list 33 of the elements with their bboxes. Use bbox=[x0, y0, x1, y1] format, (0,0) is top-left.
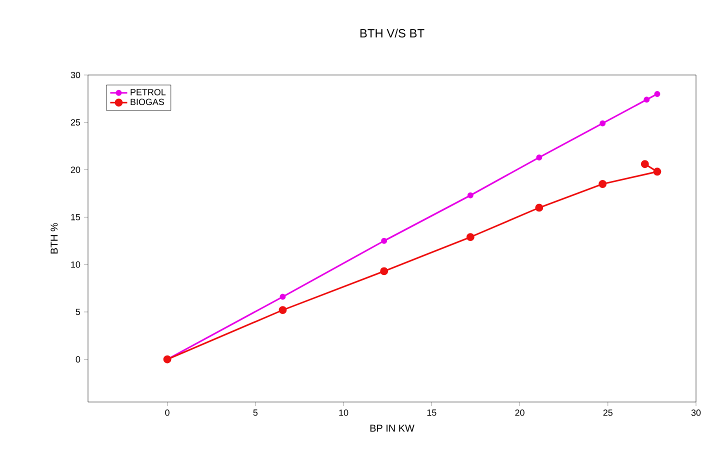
y-tick-label: 30 bbox=[70, 72, 80, 78]
legend-label: PETROL bbox=[130, 88, 166, 96]
chart-title: BTH V/S BT bbox=[360, 28, 424, 38]
y-tick-label: 15 bbox=[71, 214, 80, 220]
point bbox=[644, 96, 650, 103]
point bbox=[654, 90, 660, 97]
x-tick-label: 5 bbox=[253, 410, 258, 416]
point bbox=[600, 120, 606, 126]
y-tick-label: 5 bbox=[76, 308, 80, 316]
point bbox=[280, 294, 286, 300]
point bbox=[467, 192, 474, 198]
x-tick-label: 0 bbox=[165, 410, 170, 416]
y-tick-label: 10 bbox=[71, 261, 80, 268]
point bbox=[598, 180, 607, 188]
legend-label: BIOGAS bbox=[130, 98, 164, 106]
x-tick-label: 25 bbox=[603, 410, 612, 416]
x-tick-label: 20 bbox=[515, 410, 524, 416]
point bbox=[380, 267, 388, 276]
point bbox=[653, 168, 662, 176]
point bbox=[381, 238, 388, 244]
x-tick-label: 10 bbox=[339, 410, 348, 416]
point bbox=[466, 233, 474, 242]
y-tick-label: 20 bbox=[70, 166, 80, 173]
x-axis-title: BP IN KW bbox=[370, 424, 414, 432]
point bbox=[536, 154, 542, 160]
y-tick-label: 25 bbox=[70, 119, 80, 126]
x-tick-label: 30 bbox=[691, 410, 701, 416]
y-axis-title: BTH % bbox=[50, 223, 58, 254]
point bbox=[535, 204, 544, 212]
point bbox=[278, 306, 287, 314]
y-tick-label: 0 bbox=[76, 356, 80, 363]
x-tick-label: 15 bbox=[427, 410, 436, 416]
point bbox=[640, 160, 649, 168]
